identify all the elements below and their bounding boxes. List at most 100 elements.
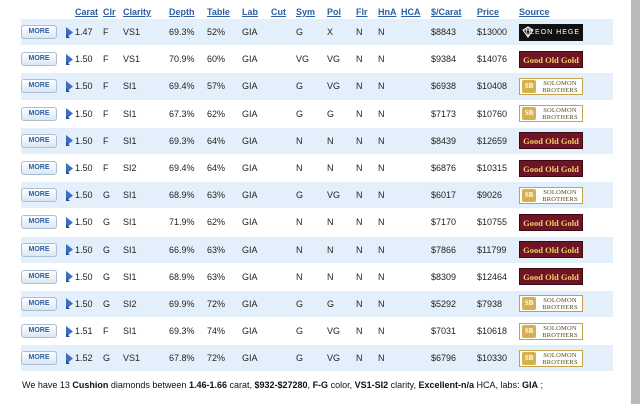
header-carat[interactable]: Carat [75, 7, 99, 17]
carat-cell: 1.50 [75, 235, 103, 264]
diamond-crown-icon [522, 25, 534, 38]
good-old-gold-logo[interactable]: Good Old Gold [519, 268, 583, 286]
header-clarity[interactable]: Clarity [123, 7, 152, 17]
solomon-brothers-logo[interactable]: SB SOLOMON BROTHERS [519, 349, 583, 367]
solomon-brothers-monogram-icon: SB [522, 107, 536, 121]
price-cell: $13000 [477, 17, 519, 46]
header-shape [65, 6, 75, 19]
polish-cell: G [327, 289, 356, 318]
more-button[interactable]: MORE [21, 324, 57, 339]
more-button[interactable]: MORE [21, 215, 57, 230]
hca-cell [401, 153, 431, 182]
more-button[interactable]: MORE [21, 25, 57, 40]
symmetry-cell: N [296, 126, 327, 155]
shape-cell [65, 289, 75, 318]
more-button[interactable]: MORE [21, 188, 57, 203]
more-cell: MORE [21, 262, 65, 291]
more-button[interactable]: MORE [21, 351, 57, 366]
cut-cell [271, 126, 296, 155]
header-hca[interactable]: HCA [401, 7, 421, 17]
page-scrollbar-track[interactable] [631, 0, 640, 404]
fluorescence-cell: N [356, 17, 378, 46]
good-old-gold-logo[interactable]: Good Old Gold [519, 159, 583, 177]
more-button[interactable]: MORE [21, 296, 57, 311]
source-cell: Good Old Gold [519, 126, 613, 155]
clarity-cell: VS1 [123, 344, 169, 372]
hna-cell: N [378, 153, 401, 182]
diamond-results-table: Carat Clr Clarity Depth Table Lab Cut Sy… [21, 6, 613, 372]
fluorescence-cell: N [356, 126, 378, 155]
shape-cell [65, 262, 75, 291]
depth-cell: 69.3% [169, 317, 207, 345]
header-depth[interactable]: Depth [169, 7, 195, 17]
leon-hege-logo[interactable]: LEON HEGE [519, 23, 583, 41]
solomon-brothers-logo[interactable]: SB SOLOMON BROTHERS [519, 322, 583, 340]
solomon-brothers-logo[interactable]: SB SOLOMON BROTHERS [519, 77, 583, 95]
symmetry-cell: N [296, 262, 327, 291]
more-button[interactable]: MORE [21, 52, 57, 67]
header-source[interactable]: Source [519, 7, 550, 17]
header-price[interactable]: Price [477, 7, 500, 17]
cushion-shape-icon [65, 325, 75, 338]
solomon-brothers-text: SOLOMON BROTHERS [542, 324, 578, 339]
source-cell: Good Old Gold [519, 45, 613, 73]
shape-cell [65, 181, 75, 209]
color-cell: F [103, 126, 123, 155]
table-row: MORE 1.47 F VS1 69.3% 52% GIA G X N N $8843 $13000 LE… [21, 17, 613, 46]
lab-cell: GIA [242, 99, 271, 128]
carat-cell: 1.50 [75, 45, 103, 73]
table-pct-cell: 52% [207, 17, 242, 46]
price-per-carat-cell: $9384 [431, 45, 477, 73]
lab-cell: GIA [242, 126, 271, 155]
header-clr[interactable]: Clr [103, 7, 116, 17]
carat-cell: 1.51 [75, 317, 103, 345]
clarity-cell: VS1 [123, 45, 169, 73]
summary-text: HCA, labs: [473, 380, 522, 390]
depth-cell: 69.9% [169, 289, 207, 318]
fluorescence-cell: N [356, 317, 378, 345]
price-cell: $7938 [477, 289, 519, 318]
more-button[interactable]: MORE [21, 242, 57, 257]
color-cell: F [103, 17, 123, 46]
solomon-brothers-logo[interactable]: SB SOLOMON BROTHERS [519, 186, 583, 204]
lab-cell: GIA [242, 317, 271, 345]
header-lab[interactable]: Lab [242, 7, 259, 17]
table-row: MORE 1.50 G SI1 71.9% 62% GIA N N N N $7170 $10755 Go… [21, 208, 613, 236]
header-table[interactable]: Table [207, 7, 230, 17]
symmetry-cell: VG [296, 45, 327, 73]
good-old-gold-logo[interactable]: Good Old Gold [519, 50, 583, 68]
header-sym[interactable]: Sym [296, 7, 316, 17]
header-cut[interactable]: Cut [271, 7, 286, 17]
polish-cell: VG [327, 344, 356, 372]
table-row: MORE 1.50 G SI1 66.9% 63% GIA N N N N $7866 $11799 Go… [21, 235, 613, 264]
more-button[interactable]: MORE [21, 161, 57, 176]
header-hna[interactable]: HnA [378, 7, 397, 17]
more-cell: MORE [21, 235, 65, 264]
header-pol[interactable]: Pol [327, 7, 342, 17]
symmetry-cell: N [296, 153, 327, 182]
good-old-gold-logo[interactable]: Good Old Gold [519, 132, 583, 150]
clarity-cell: SI1 [123, 181, 169, 209]
summary-color-range: F-G [312, 380, 329, 390]
solomon-brothers-logo[interactable]: SB SOLOMON BROTHERS [519, 295, 583, 313]
header-per-carat[interactable]: $/Carat [431, 7, 462, 17]
polish-cell: N [327, 262, 356, 291]
summary-text: , [307, 380, 313, 390]
good-old-gold-logo[interactable]: Good Old Gold [519, 213, 583, 231]
solomon-brothers-text: SOLOMON BROTHERS [542, 351, 578, 366]
header-flr[interactable]: Flr [356, 7, 368, 17]
cushion-shape-icon [65, 107, 75, 120]
table-row: MORE 1.52 G VS1 67.8% 72% GIA G VG N N $6796 $10330 S… [21, 344, 613, 372]
symmetry-cell: N [296, 235, 327, 264]
cut-cell [271, 317, 296, 345]
good-old-gold-logo[interactable]: Good Old Gold [519, 241, 583, 259]
table-pct-cell: 63% [207, 262, 242, 291]
more-button[interactable]: MORE [21, 106, 57, 121]
more-button[interactable]: MORE [21, 269, 57, 284]
more-button[interactable]: MORE [21, 133, 57, 148]
summary-clarity-range: VS1-SI2 [354, 380, 389, 390]
table-header-row: Carat Clr Clarity Depth Table Lab Cut Sy… [21, 6, 613, 19]
solomon-brothers-logo[interactable]: SB SOLOMON BROTHERS [519, 105, 583, 123]
more-button[interactable]: MORE [21, 79, 57, 94]
carat-cell: 1.50 [75, 126, 103, 155]
